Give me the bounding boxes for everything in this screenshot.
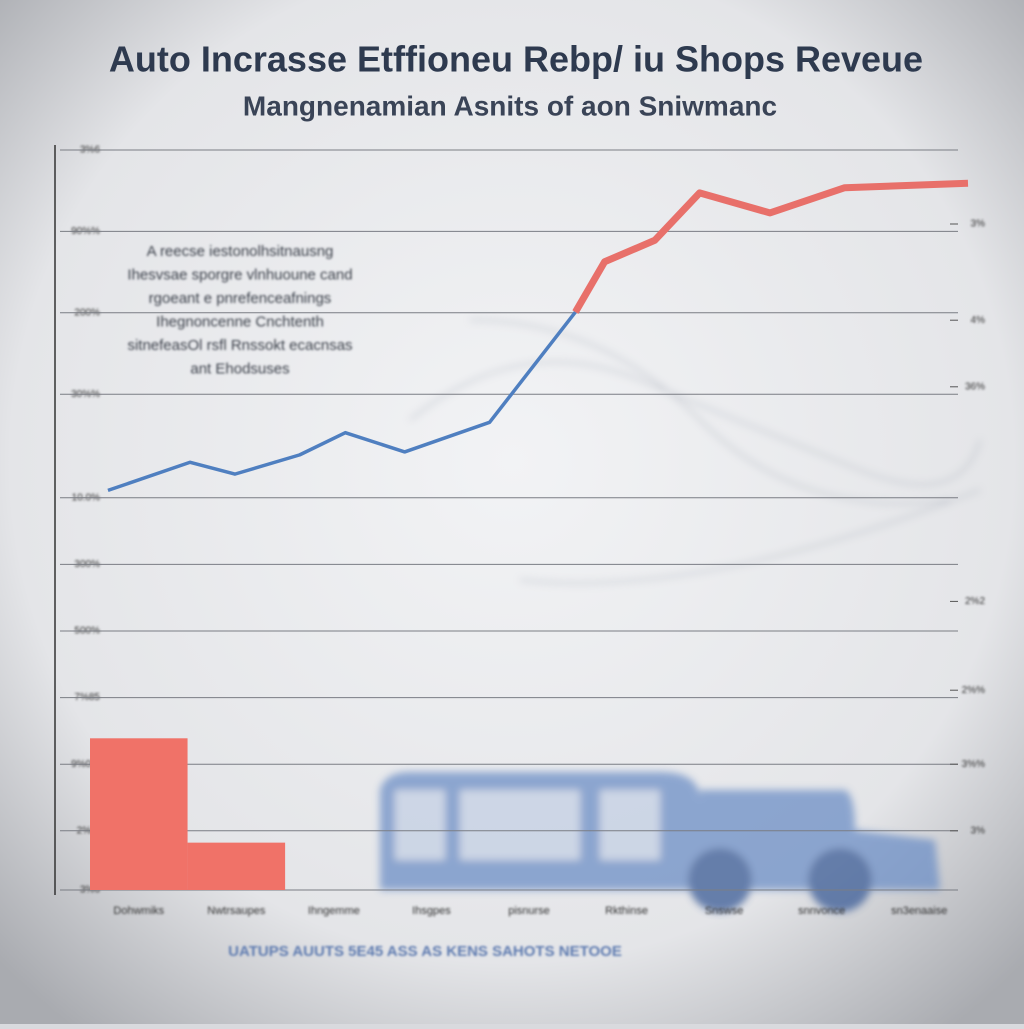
x-tick-label: Nwtrsaupes — [207, 905, 266, 917]
y2-tick-label: 3% — [971, 219, 986, 230]
annotation-line: A reecse iestonolhsitnausng — [147, 243, 334, 260]
y2-tick-label: 4% — [971, 315, 986, 326]
chart-subtitle: Mangnenamian Asnits of aon Sniwmanc — [243, 90, 777, 121]
x-tick-label: Ihsgpes — [412, 905, 451, 917]
chart-title: Auto Incrasse Etffioneu Rebp/ iu Shops R… — [109, 39, 923, 80]
y2-tick-label: 3% — [971, 825, 986, 836]
background-swirls — [409, 319, 981, 585]
annotation-line: Ihegnoncenne Cnchtenth — [156, 313, 324, 330]
x-tick-label: Rkthinse — [605, 905, 648, 917]
bar — [187, 842, 286, 890]
line-series — [572, 179, 969, 314]
bar — [90, 738, 188, 890]
annotation-line: rgoeant e pnrefenceafnings — [149, 290, 332, 307]
x-tick-label: snnvonce — [798, 905, 845, 917]
y2-tick-label: 2%2 — [965, 596, 985, 607]
annotation-line: ant Ehodsuses — [190, 360, 289, 377]
line-series — [107, 310, 577, 493]
annotation-line: Ihesvsae sporgre vlnhuoune cand — [127, 266, 352, 283]
y2-tick-label: 2%% — [962, 685, 985, 696]
y2-tick-label: 36% — [965, 381, 985, 392]
footer: UATUPS AUUTS 5E45 ASS AS KENS SAHOTS NET… — [228, 943, 622, 960]
annotation-line: sitnefeasOl rsfl Rnssokt ecacnsas — [127, 337, 352, 354]
y2-tick-label: 3%% — [962, 759, 985, 770]
x-tick-label: sn3enaaise — [891, 905, 947, 917]
x-tick-label: Snswse — [705, 905, 744, 917]
x-tick-label: Ihngemme — [308, 905, 360, 917]
x-tick-label: pisnurse — [508, 905, 550, 917]
x-tick-label: Dohwmiks — [113, 905, 164, 917]
